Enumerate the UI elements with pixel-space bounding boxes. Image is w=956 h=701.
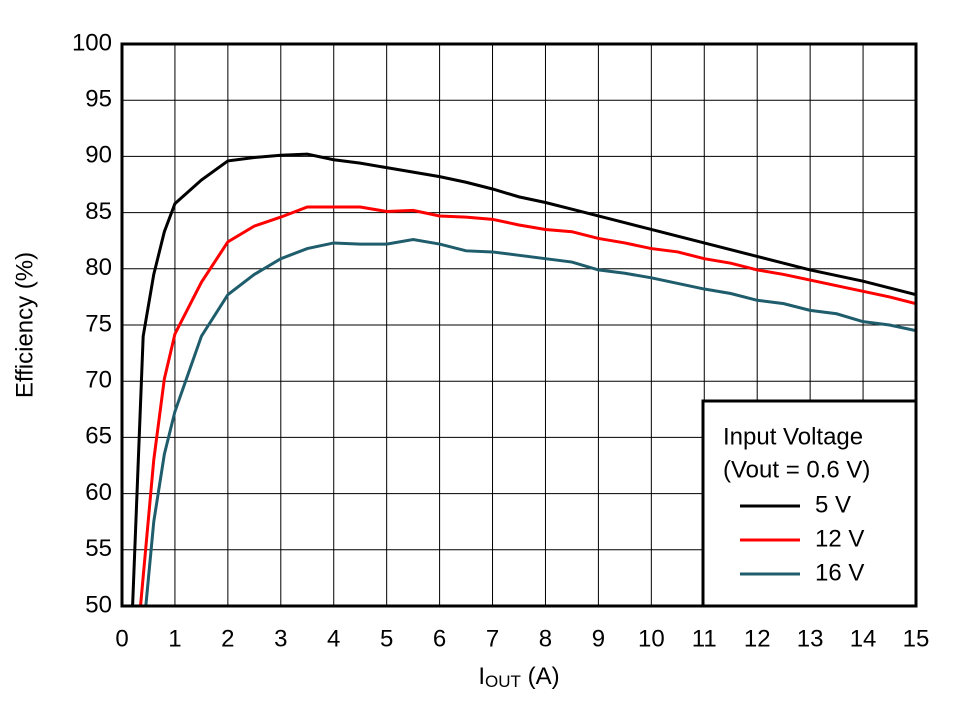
x-tick-label: 3 (274, 625, 287, 652)
x-label-sub: OUT (485, 672, 521, 691)
x-tick-label: 11 (692, 625, 717, 652)
y-tick-label: 100 (72, 29, 112, 56)
y-tick-label: 75 (85, 310, 112, 337)
x-tick-label: 10 (638, 625, 665, 652)
legend-title: (Vout = 0.6 V) (723, 456, 870, 483)
series-line (131, 152, 916, 606)
x-tick-label: 6 (433, 625, 446, 652)
x-tick-label: 8 (539, 625, 552, 652)
series-line (144, 238, 916, 606)
x-tick-label: 9 (592, 625, 605, 652)
series-line (139, 205, 916, 606)
x-tick-label: 12 (744, 625, 771, 652)
plot-border (120, 42, 918, 608)
x-tick-label: 14 (850, 625, 877, 652)
y-tick-label: 55 (85, 535, 112, 562)
y-tick-label: 85 (85, 198, 112, 225)
x-tick-label: 7 (486, 625, 499, 652)
y-tick-label: 80 (85, 254, 112, 281)
x-tick-label: 5 (380, 625, 393, 652)
x-label-main: I (478, 663, 485, 690)
y-tick-label: 50 (85, 591, 112, 618)
x-tick-label: 0 (115, 625, 128, 652)
y-axis-label: Efficiency (%) (11, 252, 38, 398)
x-tick-label: 1 (168, 625, 181, 652)
legend-label: 12 V (815, 525, 864, 552)
y-tick-label: 65 (85, 423, 112, 450)
legend-title: Input Voltage (723, 423, 863, 450)
x-tick-label: 15 (903, 625, 930, 652)
y-tick-label: 70 (85, 367, 112, 394)
x-axis-label: IOUT (A) (478, 663, 559, 691)
legend-label: 16 V (815, 559, 864, 586)
legend-box (701, 399, 918, 608)
y-tick-label: 60 (85, 479, 112, 506)
x-tick-label: 4 (327, 625, 340, 652)
y-tick-label: 95 (85, 86, 112, 113)
y-tick-label: 90 (85, 142, 112, 169)
x-tick-label: 2 (221, 625, 234, 652)
x-label-rest: (A) (521, 663, 560, 690)
legend-label: 5 V (815, 491, 851, 518)
x-tick-label: 13 (797, 625, 824, 652)
